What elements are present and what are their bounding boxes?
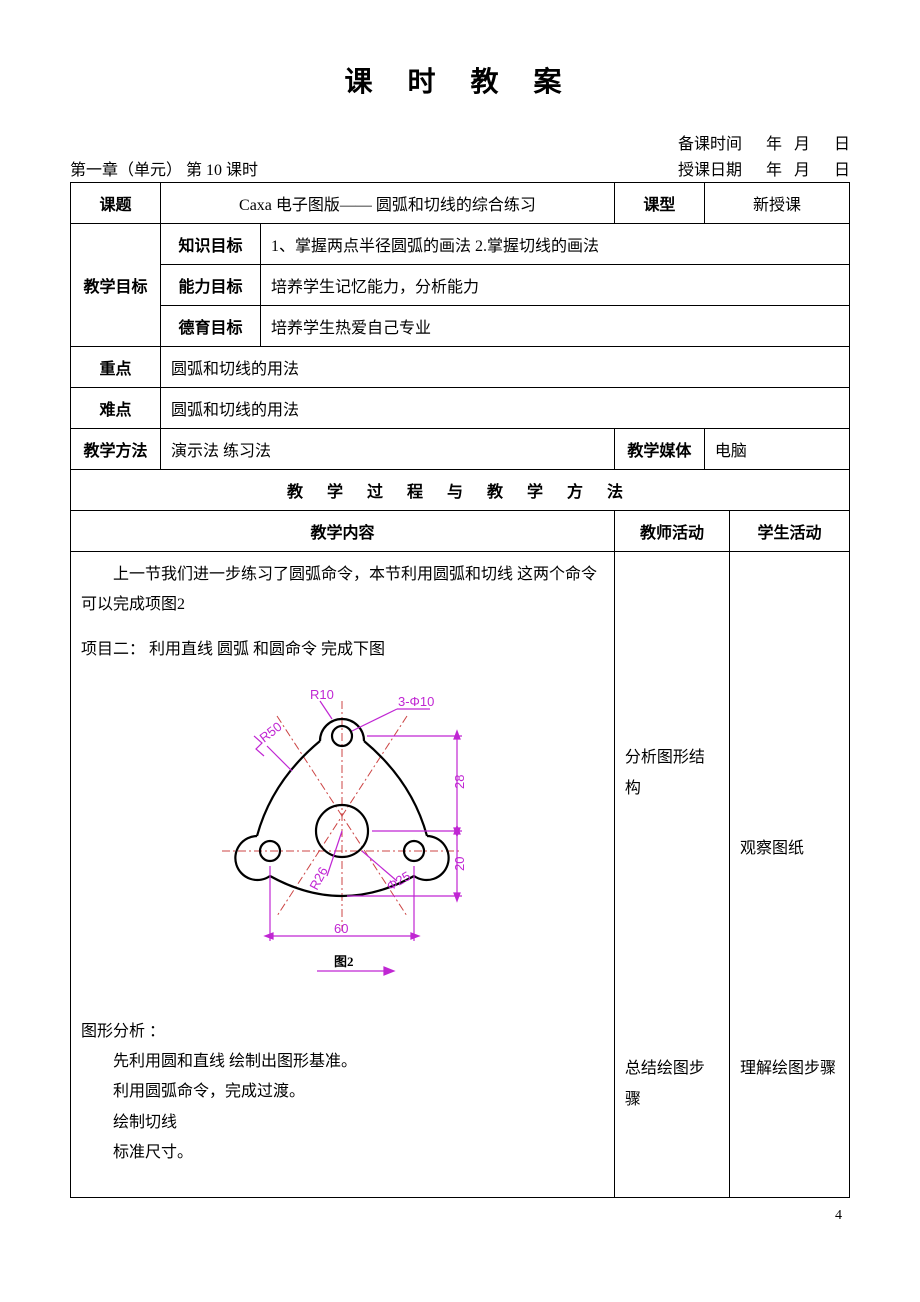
project-text: 项目二： 利用直线 圆弧 和圆命令 完成下图 — [81, 635, 604, 665]
dim-r26: R26 — [307, 864, 331, 892]
page-title: 课 时 教 案 — [70, 60, 850, 100]
intro-text: 上一节我们进一步练习了圆弧命令，本节利用圆弧和切线 这两个命令可以完成项图2 — [81, 560, 604, 621]
student-act-2: 理解绘图步骤 — [740, 1054, 839, 1084]
step-4: 标准尺寸。 — [81, 1138, 604, 1168]
step-2: 利用圆弧命令，完成过渡。 — [81, 1077, 604, 1107]
teach-date: 授课日期 年 月 日 — [678, 156, 850, 180]
step-3: 绘制切线 — [81, 1108, 604, 1138]
row-method: 教学方法 演示法 练习法 教学媒体 电脑 — [71, 429, 850, 470]
dim-60: 60 — [334, 921, 348, 936]
row-content-header: 教学内容 教师活动 学生活动 — [71, 511, 850, 552]
meta-row-2: 第一章（单元） 第 10 课时 授课日期 年 月 日 — [70, 156, 850, 180]
col-student: 学生活动 — [730, 511, 850, 552]
goal-moral-label: 德育目标 — [161, 306, 261, 347]
difficulty-value: 圆弧和切线的用法 — [161, 388, 850, 429]
diagram-figure: R10 3-Φ10 R50 R26 Φ25 28 20 60 图2 — [81, 681, 604, 1002]
dim-28: 28 — [452, 775, 467, 789]
row-goal-knowledge: 教学目标 知识目标 1、掌握两点半径圆弧的画法 2.掌握切线的画法 — [71, 224, 850, 265]
class-type-label: 课型 — [614, 183, 704, 224]
dim-d25: Φ25 — [384, 868, 413, 893]
method-label: 教学方法 — [71, 429, 161, 470]
topic-value: Caxa 电子图版—— 圆弧和切线的综合练习 — [161, 183, 615, 224]
meta-row-1: 备课时间 年 月 日 — [70, 130, 850, 154]
row-goal-ability: 能力目标 培养学生记忆能力，分析能力 — [71, 265, 850, 306]
student-activity: 观察图纸 理解绘图步骤 — [730, 552, 850, 1198]
row-content-body: 上一节我们进一步练习了圆弧命令，本节利用圆弧和切线 这两个命令可以完成项图2 项… — [71, 552, 850, 1198]
teacher-activity: 分析图形结构 总结绘图步骤 — [614, 552, 729, 1198]
fig-label: 图2 — [334, 954, 354, 969]
chapter-label: 第一章（单元） 第 10 课时 — [70, 156, 258, 180]
dim-holes: 3-Φ10 — [398, 694, 434, 709]
goal-ability-label: 能力目标 — [161, 265, 261, 306]
row-goal-moral: 德育目标 培养学生热爱自己专业 — [71, 306, 850, 347]
topic-label: 课题 — [71, 183, 161, 224]
row-section-header: 教 学 过 程 与 教 学 方 法 — [71, 470, 850, 511]
lesson-table: 课题 Caxa 电子图版—— 圆弧和切线的综合练习 课型 新授课 教学目标 知识… — [70, 182, 850, 1198]
step-1: 先利用圆和直线 绘制出图形基准。 — [81, 1047, 604, 1077]
media-value: 电脑 — [704, 429, 849, 470]
teacher-act-1: 分析图形结构 — [625, 743, 719, 804]
process-header: 教 学 过 程 与 教 学 方 法 — [71, 470, 850, 511]
goal-ability-value: 培养学生记忆能力，分析能力 — [261, 265, 850, 306]
col-content: 教学内容 — [71, 511, 615, 552]
keypoint-label: 重点 — [71, 347, 161, 388]
prep-date: 备课时间 年 月 日 — [678, 130, 850, 154]
row-difficulty: 难点 圆弧和切线的用法 — [71, 388, 850, 429]
page-number: 4 — [70, 1208, 850, 1224]
difficulty-label: 难点 — [71, 388, 161, 429]
keypoint-value: 圆弧和切线的用法 — [161, 347, 850, 388]
method-value: 演示法 练习法 — [161, 429, 615, 470]
dim-r10: R10 — [310, 687, 334, 702]
col-teacher: 教师活动 — [614, 511, 729, 552]
student-act-1: 观察图纸 — [740, 834, 839, 864]
teacher-act-2: 总结绘图步骤 — [625, 1054, 719, 1115]
class-type-value: 新授课 — [704, 183, 849, 224]
analysis-title: 图形分析 ： — [81, 1017, 604, 1047]
media-label: 教学媒体 — [614, 429, 704, 470]
goal-knowledge-value: 1、掌握两点半径圆弧的画法 2.掌握切线的画法 — [261, 224, 850, 265]
goals-label: 教学目标 — [71, 224, 161, 347]
goal-knowledge-label: 知识目标 — [161, 224, 261, 265]
row-topic: 课题 Caxa 电子图版—— 圆弧和切线的综合练习 课型 新授课 — [71, 183, 850, 224]
dim-20: 20 — [452, 857, 467, 871]
content-body: 上一节我们进一步练习了圆弧命令，本节利用圆弧和切线 这两个命令可以完成项图2 项… — [71, 552, 615, 1198]
goal-moral-value: 培养学生热爱自己专业 — [261, 306, 850, 347]
diagram-svg: R10 3-Φ10 R50 R26 Φ25 28 20 60 图2 — [162, 681, 522, 991]
row-keypoint: 重点 圆弧和切线的用法 — [71, 347, 850, 388]
